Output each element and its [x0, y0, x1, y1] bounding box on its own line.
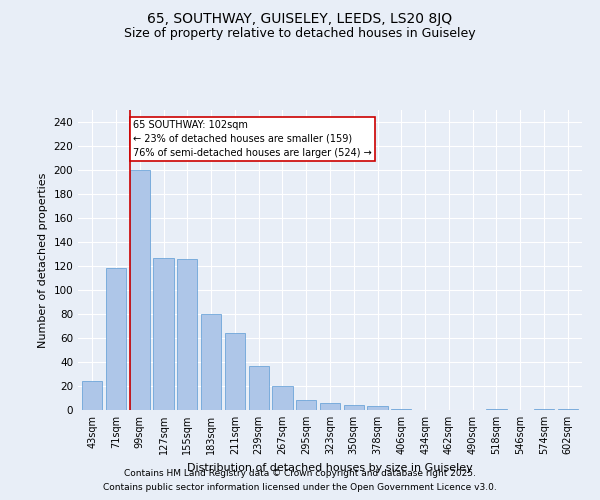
Bar: [320, 403, 340, 410]
Bar: [557, 409, 578, 410]
Bar: [272, 386, 293, 410]
Bar: [296, 400, 316, 410]
Bar: [391, 409, 412, 410]
Bar: [344, 405, 364, 410]
Text: Contains HM Land Registry data © Crown copyright and database right 2025.: Contains HM Land Registry data © Crown c…: [124, 468, 476, 477]
X-axis label: Distribution of detached houses by size in Guiseley: Distribution of detached houses by size …: [187, 462, 473, 472]
Y-axis label: Number of detached properties: Number of detached properties: [38, 172, 48, 348]
Bar: [130, 170, 150, 410]
Bar: [82, 381, 103, 410]
Bar: [534, 409, 554, 410]
Bar: [106, 268, 126, 410]
Bar: [154, 258, 173, 410]
Bar: [177, 259, 197, 410]
Text: 65 SOUTHWAY: 102sqm
← 23% of detached houses are smaller (159)
76% of semi-detac: 65 SOUTHWAY: 102sqm ← 23% of detached ho…: [133, 120, 372, 158]
Text: Size of property relative to detached houses in Guiseley: Size of property relative to detached ho…: [124, 28, 476, 40]
Bar: [201, 314, 221, 410]
Bar: [487, 409, 506, 410]
Bar: [225, 333, 245, 410]
Text: Contains public sector information licensed under the Open Government Licence v3: Contains public sector information licen…: [103, 484, 497, 492]
Bar: [367, 406, 388, 410]
Text: 65, SOUTHWAY, GUISELEY, LEEDS, LS20 8JQ: 65, SOUTHWAY, GUISELEY, LEEDS, LS20 8JQ: [148, 12, 452, 26]
Bar: [248, 366, 269, 410]
